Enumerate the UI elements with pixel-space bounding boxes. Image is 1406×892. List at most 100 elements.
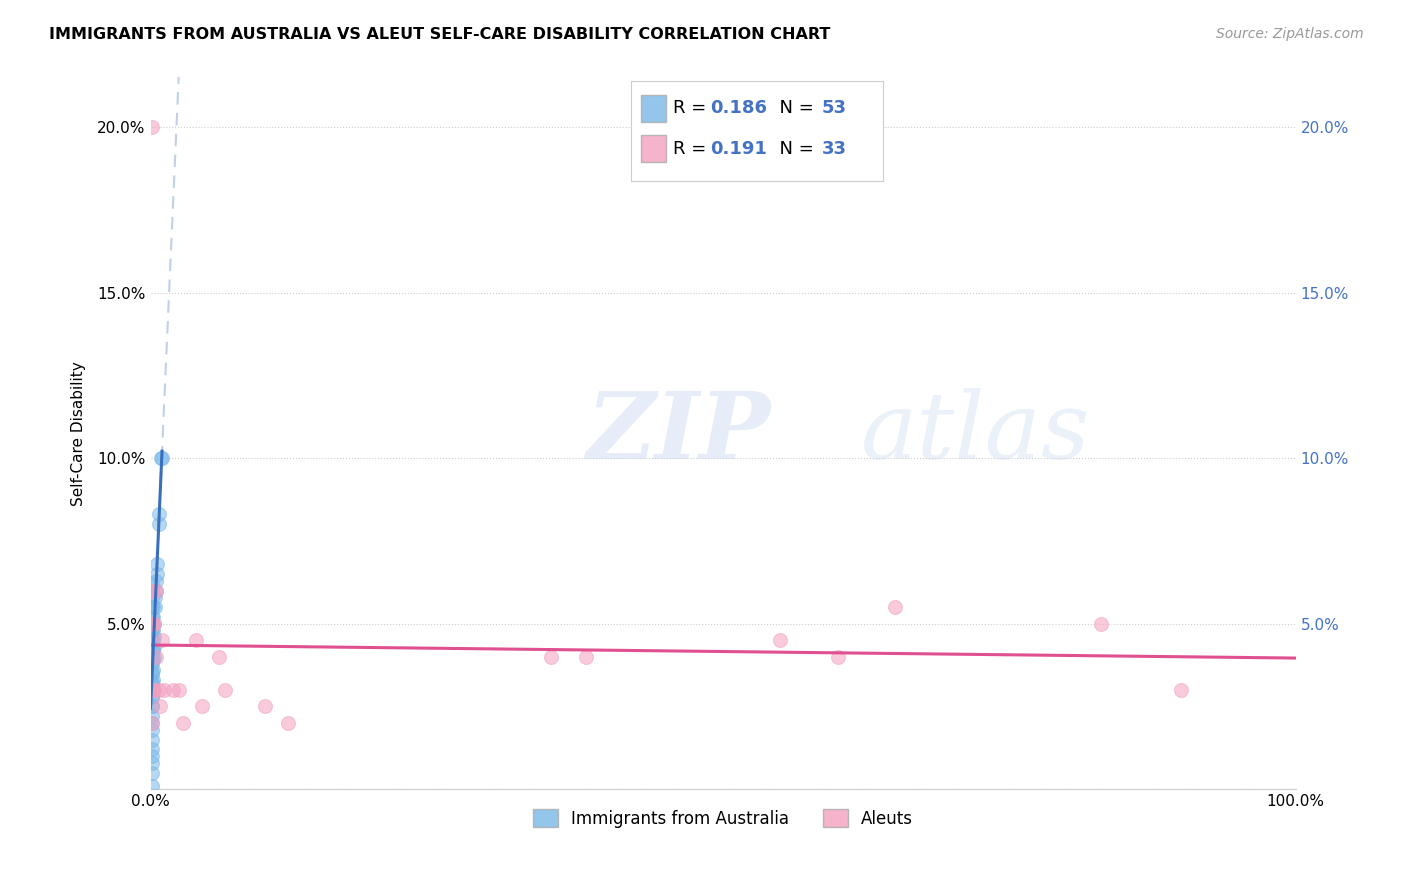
- Point: [141, 666, 163, 681]
- Bar: [641, 135, 666, 162]
- Y-axis label: Self-Care Disability: Self-Care Disability: [72, 361, 86, 506]
- Point: [143, 682, 166, 697]
- Point: [141, 690, 163, 704]
- Text: 0.186: 0.186: [710, 99, 768, 117]
- Point: [142, 643, 165, 657]
- Point: [142, 682, 165, 697]
- Point: [146, 557, 169, 571]
- Point: [142, 653, 165, 667]
- Point: [1090, 616, 1112, 631]
- Point: [1170, 682, 1192, 697]
- Point: [141, 616, 163, 631]
- Point: [149, 699, 172, 714]
- Point: [143, 591, 166, 605]
- Point: [141, 657, 163, 671]
- Point: [141, 676, 163, 690]
- Point: [142, 624, 165, 638]
- Point: [146, 567, 169, 582]
- Point: [143, 600, 166, 615]
- Point: [142, 673, 165, 687]
- Text: 53: 53: [821, 99, 846, 117]
- Point: [141, 716, 163, 731]
- Point: [148, 508, 170, 522]
- Text: N =: N =: [768, 140, 820, 158]
- Point: [141, 577, 163, 591]
- Point: [142, 610, 165, 624]
- Point: [145, 574, 167, 588]
- Point: [141, 682, 163, 697]
- Point: [827, 649, 849, 664]
- Point: [143, 649, 166, 664]
- FancyBboxPatch shape: [631, 81, 883, 181]
- Point: [141, 616, 163, 631]
- Point: [141, 649, 163, 664]
- Point: [540, 649, 562, 664]
- Point: [141, 633, 163, 648]
- Point: [769, 633, 792, 648]
- Point: [162, 682, 184, 697]
- Point: [141, 583, 163, 598]
- Point: [141, 779, 163, 793]
- Point: [148, 517, 170, 532]
- Point: [141, 742, 163, 756]
- Text: ZIP: ZIP: [586, 388, 770, 478]
- Point: [153, 682, 176, 697]
- Point: [149, 451, 172, 466]
- Point: [141, 749, 163, 764]
- Point: [141, 624, 163, 638]
- Point: [575, 649, 598, 664]
- Point: [141, 765, 163, 780]
- Text: 0.191: 0.191: [710, 140, 768, 158]
- Point: [141, 682, 163, 697]
- Legend: Immigrants from Australia, Aleuts: Immigrants from Australia, Aleuts: [526, 803, 920, 834]
- Point: [150, 633, 173, 648]
- Point: [142, 682, 165, 697]
- Point: [141, 756, 163, 770]
- Point: [141, 699, 163, 714]
- Point: [141, 610, 163, 624]
- Point: [141, 690, 163, 704]
- Point: [143, 640, 166, 654]
- Point: [145, 583, 167, 598]
- Text: 33: 33: [821, 140, 846, 158]
- Point: [145, 649, 167, 664]
- Point: [142, 583, 165, 598]
- Point: [141, 600, 163, 615]
- Point: [208, 649, 231, 664]
- Point: [214, 682, 236, 697]
- Point: [254, 699, 277, 714]
- Point: [143, 630, 166, 644]
- Point: [141, 643, 163, 657]
- Text: IMMIGRANTS FROM AUSTRALIA VS ALEUT SELF-CARE DISABILITY CORRELATION CHART: IMMIGRANTS FROM AUSTRALIA VS ALEUT SELF-…: [49, 27, 831, 42]
- Text: R =: R =: [672, 140, 711, 158]
- Point: [148, 682, 170, 697]
- Point: [141, 682, 163, 697]
- Bar: [641, 95, 666, 121]
- Point: [172, 716, 194, 731]
- Point: [186, 633, 208, 648]
- Point: [150, 451, 173, 466]
- Point: [141, 591, 163, 605]
- Text: R =: R =: [672, 99, 711, 117]
- Point: [143, 616, 166, 631]
- Point: [141, 666, 163, 681]
- Point: [167, 682, 190, 697]
- Point: [142, 600, 165, 615]
- Point: [141, 699, 163, 714]
- Point: [141, 723, 163, 737]
- Point: [142, 663, 165, 677]
- Point: [141, 716, 163, 731]
- Point: [145, 583, 167, 598]
- Point: [142, 616, 165, 631]
- Point: [141, 732, 163, 747]
- Point: [141, 120, 163, 134]
- Text: Source: ZipAtlas.com: Source: ZipAtlas.com: [1216, 27, 1364, 41]
- Point: [142, 633, 165, 648]
- Point: [141, 709, 163, 723]
- Text: N =: N =: [768, 99, 820, 117]
- Point: [141, 676, 163, 690]
- Point: [141, 583, 163, 598]
- Point: [191, 699, 214, 714]
- Point: [143, 616, 166, 631]
- Text: atlas: atlas: [860, 388, 1090, 478]
